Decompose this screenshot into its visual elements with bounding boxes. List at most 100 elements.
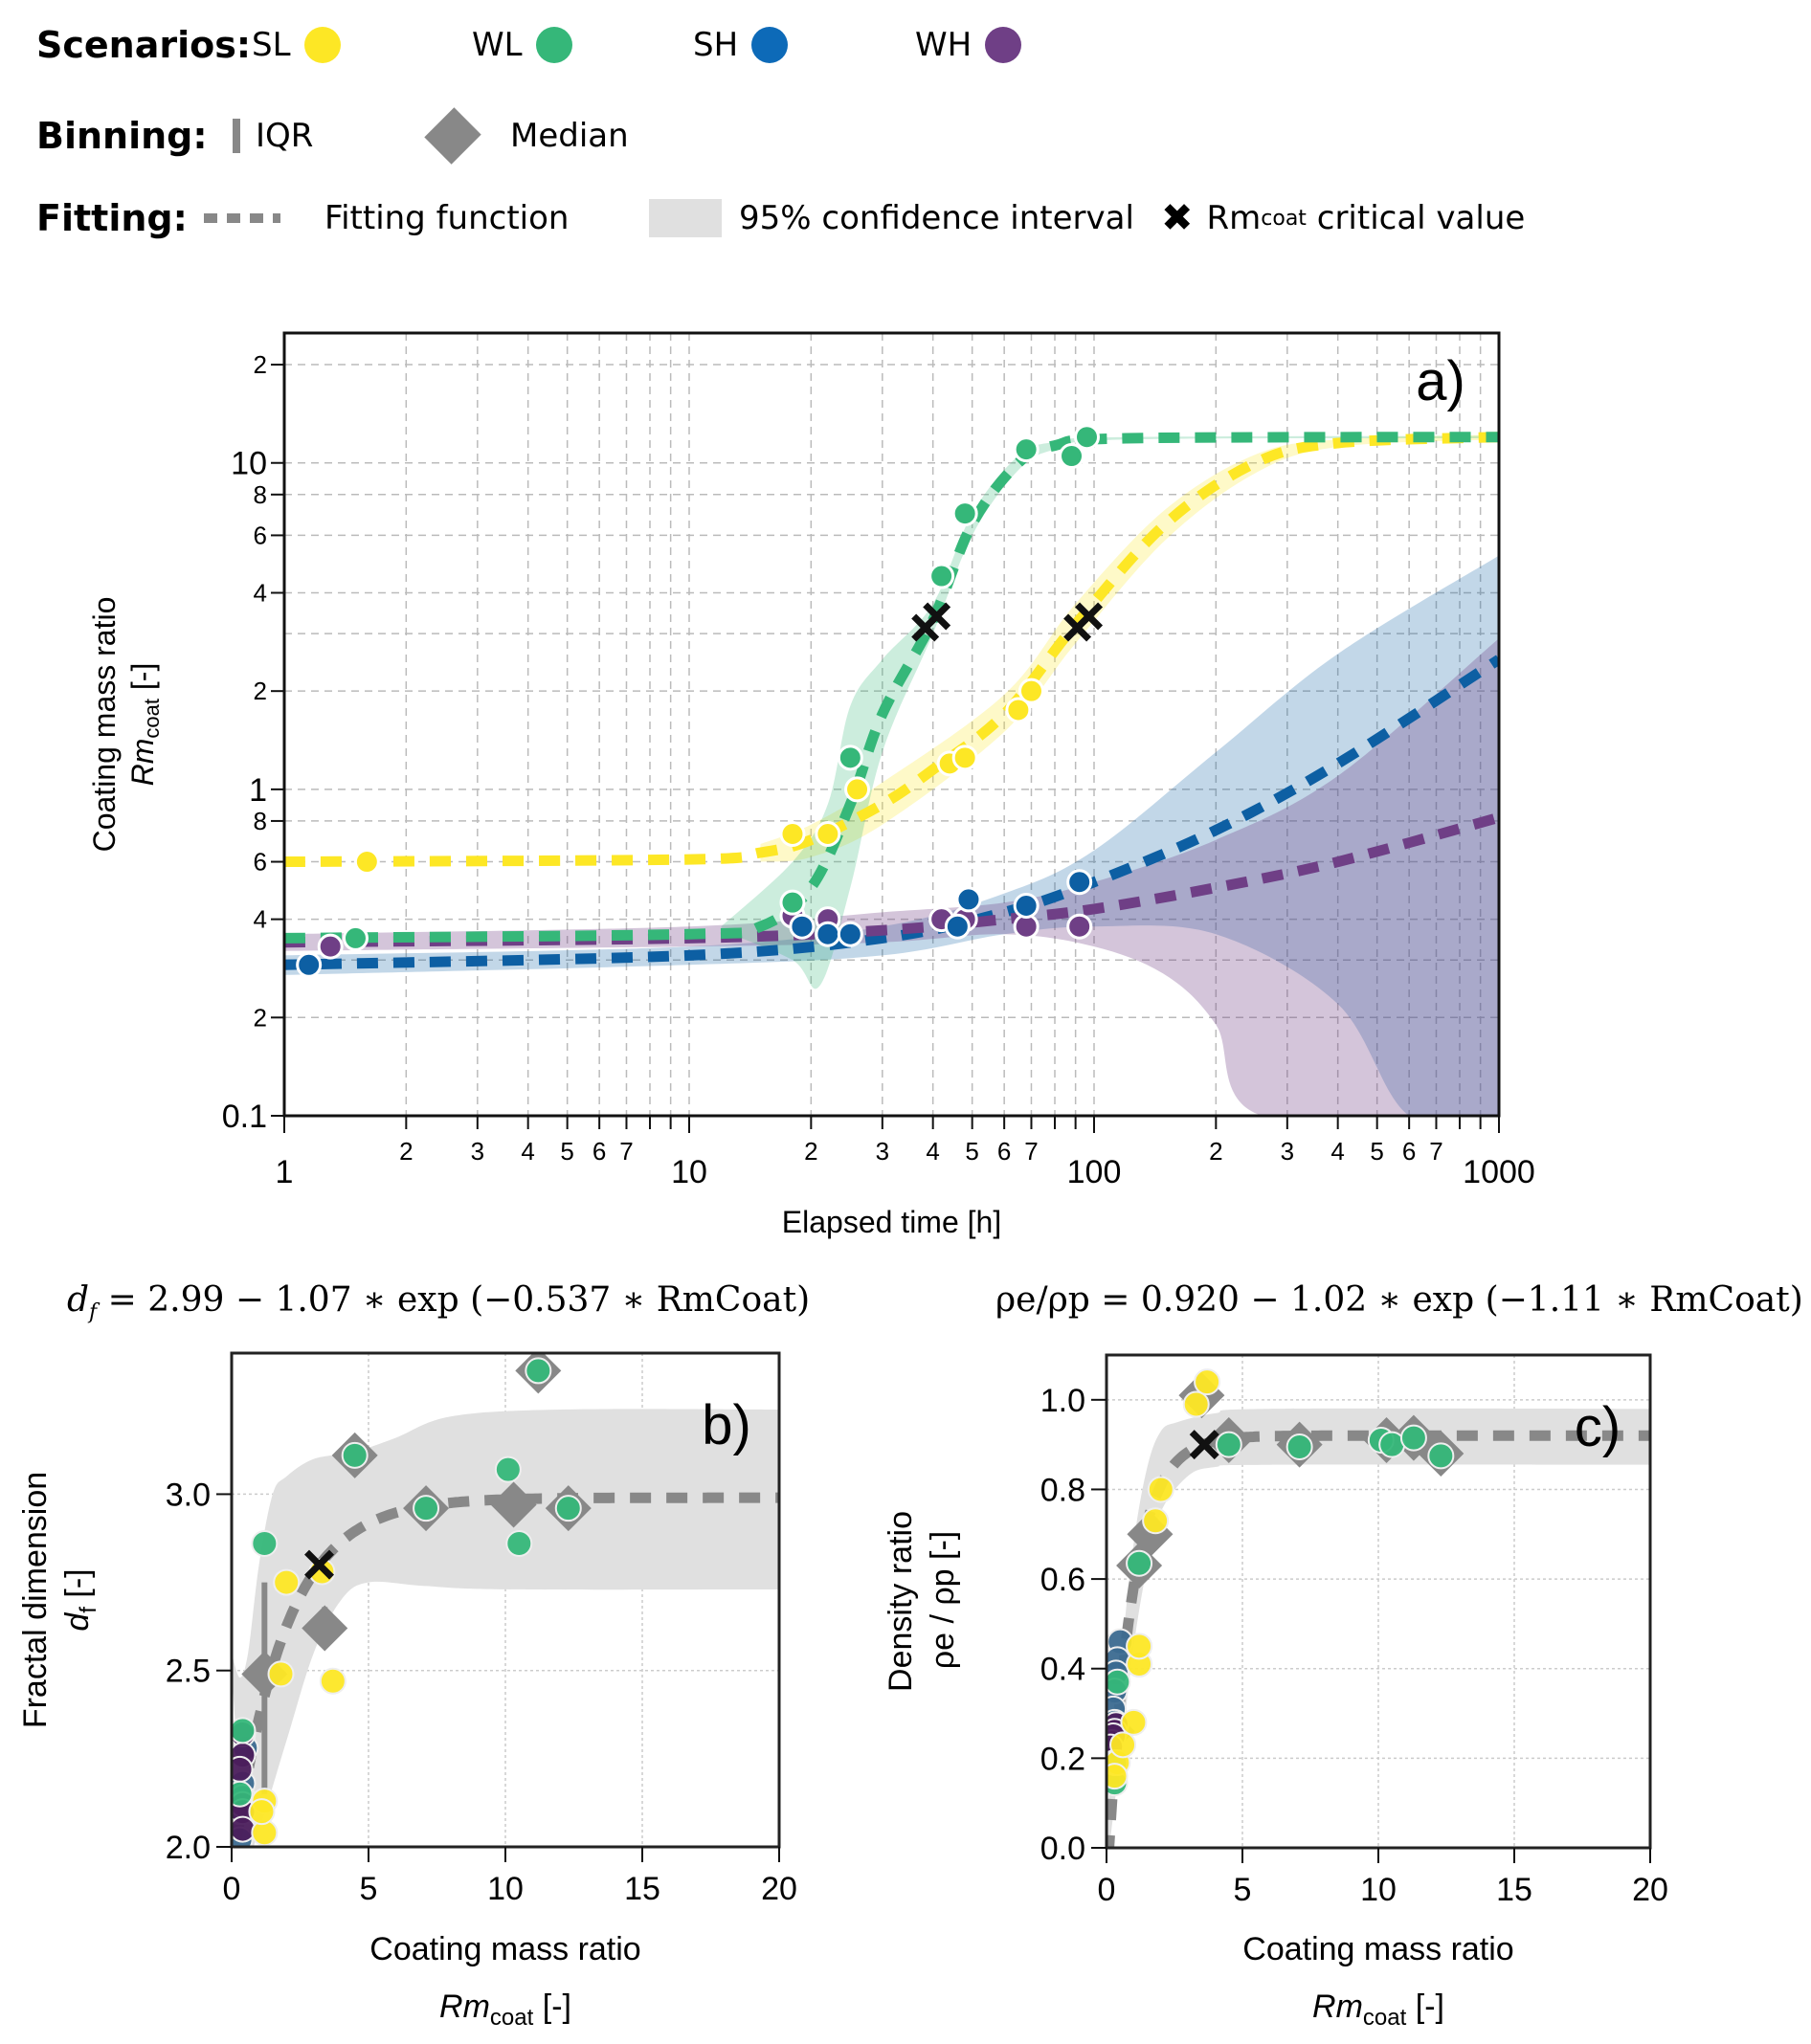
- ci-band-wh: [284, 638, 1499, 1116]
- legend-sl-label: SL: [252, 26, 291, 64]
- x-minor-tick-label: 6: [1402, 1137, 1416, 1166]
- data-point-wl: [837, 744, 863, 771]
- x-label-rm: Rm: [439, 1988, 490, 2025]
- y-axis-label-line2-b: df [-]: [59, 1568, 101, 1631]
- x-tick-label: 20: [1632, 1872, 1668, 1908]
- x-minor-tick-label: 4: [1330, 1137, 1344, 1166]
- legend-item-wh: WH: [915, 26, 1022, 64]
- y-tick-label: 1: [249, 772, 267, 809]
- wl-dot-icon: [535, 27, 572, 63]
- legend-item-fit: Fitting function: [204, 199, 569, 237]
- data-point-sl: [1142, 1507, 1170, 1535]
- x-minor-tick-label: 3: [1281, 1137, 1294, 1166]
- legend-item-median: Median: [424, 107, 629, 165]
- y-tick-label: 6: [254, 848, 267, 877]
- plot-area-c: [1107, 1368, 1650, 1848]
- data-point-wl: [1074, 424, 1101, 451]
- x-major-tick-label: 10: [671, 1154, 707, 1190]
- x-minor-tick-label: 7: [619, 1137, 633, 1166]
- panel-label-c: c): [1575, 1396, 1621, 1458]
- data-point-sh: [815, 921, 841, 947]
- data-point-wl: [525, 1357, 552, 1385]
- x-major-tick-label: 1000: [1463, 1154, 1535, 1190]
- data-point-sl: [1194, 1368, 1221, 1396]
- data-point-wl: [779, 889, 806, 916]
- x-axis-label-line2-b: Rmcoat [-]: [439, 1988, 571, 2031]
- x-tick-label: 5: [1234, 1872, 1252, 1908]
- x-minor-tick-label: 2: [1209, 1137, 1222, 1166]
- x-minor-tick-label: 4: [926, 1137, 939, 1166]
- panel-b: 0 5 10 15 20 2.0 2.5 3.0 Coating mass ratio Rmcoa…: [17, 1351, 797, 2031]
- y-tick-label: 6: [254, 521, 267, 549]
- x-tick-label: 20: [761, 1871, 797, 1907]
- legend-item-sh: SH: [693, 26, 789, 64]
- legend-item-sl: SL: [252, 26, 341, 64]
- data-point-sh: [1066, 869, 1093, 896]
- x-axis-label-c: Coating mass ratio: [1242, 1931, 1513, 1967]
- data-point-wl: [1215, 1431, 1242, 1458]
- fit-line: [1107, 1430, 1650, 1848]
- equation-b-lhs: d: [67, 1280, 90, 1320]
- critical-stroke-2: [1075, 602, 1104, 631]
- data-point-sl: [1147, 1476, 1174, 1503]
- x-minor-tick-label: 5: [965, 1137, 978, 1166]
- data-point-sh: [837, 921, 863, 947]
- legend-item-wl: WL: [472, 26, 572, 64]
- x-tick-label: 10: [487, 1871, 524, 1907]
- x-minor-tick-label: 2: [804, 1137, 817, 1166]
- equation-c-text: ρe/ρp = 0.920 − 1.02 ∗ exp (−1.11 ∗ RmCo…: [995, 1280, 1803, 1320]
- y-axis-label-b: Fractal dimension: [17, 1472, 54, 1728]
- legend-wh-label: WH: [915, 26, 973, 64]
- median-diamond: [490, 1481, 537, 1528]
- data-point-wl: [928, 563, 955, 589]
- data-point-wl: [1013, 436, 1040, 463]
- y-tick-label: 0.0: [1040, 1831, 1085, 1867]
- critical-marker: [1075, 602, 1104, 631]
- data-point-wl: [413, 1495, 440, 1522]
- data-point-sl: [1126, 1633, 1153, 1660]
- y-tick-label: 2: [254, 677, 267, 705]
- x-minor-tick-label: 4: [521, 1137, 534, 1166]
- sl-dot-icon: [303, 27, 341, 63]
- data-point-wh: [317, 933, 344, 960]
- data-point-wl: [342, 924, 369, 951]
- data-point-sl: [779, 820, 806, 847]
- critical-marker: [304, 1549, 334, 1580]
- x-axis-label-a: Elapsed time [h]: [782, 1205, 1001, 1239]
- legend-crit-rest: critical value: [1306, 199, 1526, 237]
- data-point-wh: [232, 1815, 257, 1843]
- y-tick-label: 0.1: [222, 1099, 267, 1135]
- x-minor-tick-label: 3: [471, 1137, 484, 1166]
- data-point-wl: [1286, 1433, 1313, 1460]
- y-tick-label: 0.8: [1040, 1472, 1085, 1508]
- ci-band-sh: [284, 555, 1499, 1116]
- data-point-wl: [232, 1717, 257, 1744]
- y-tick-label: 10: [231, 446, 267, 482]
- plot-area-b: [232, 1353, 779, 1847]
- critical-stroke-2: [304, 1549, 334, 1580]
- legend-scenarios-label: Scenarios:: [36, 24, 252, 66]
- x-tick-label: 15: [624, 1871, 660, 1907]
- legend-crit-sub: coat: [1261, 206, 1307, 231]
- y-tick-label: 2: [254, 350, 267, 379]
- x-minor-tick-label: 5: [560, 1137, 573, 1166]
- data-point-sl: [1120, 1708, 1148, 1736]
- legend-crit-main: Rm: [1206, 199, 1262, 237]
- legend-fitting: Fitting: Fitting function 95% confidence…: [36, 191, 1664, 245]
- critical-stroke-2: [1189, 1430, 1219, 1460]
- y-tick-label: 4: [254, 905, 267, 934]
- data-point-wl: [951, 500, 978, 527]
- x-label-unit: [-]: [1406, 1988, 1444, 2025]
- data-point-sl: [248, 1798, 276, 1826]
- data-point-sl: [1005, 697, 1032, 723]
- data-point-wl: [1399, 1424, 1427, 1452]
- data-point-wl: [494, 1455, 522, 1483]
- y-tick-label: 3.0: [166, 1477, 211, 1513]
- x-minor-tick-label: 7: [1429, 1137, 1442, 1166]
- wh-dot-icon: [985, 27, 1022, 63]
- legend-iqr-label: IQR: [256, 117, 314, 155]
- x-minor-tick-label: 2: [399, 1137, 413, 1166]
- data-point-wl: [1427, 1442, 1455, 1470]
- critical-stroke-2: [923, 602, 951, 631]
